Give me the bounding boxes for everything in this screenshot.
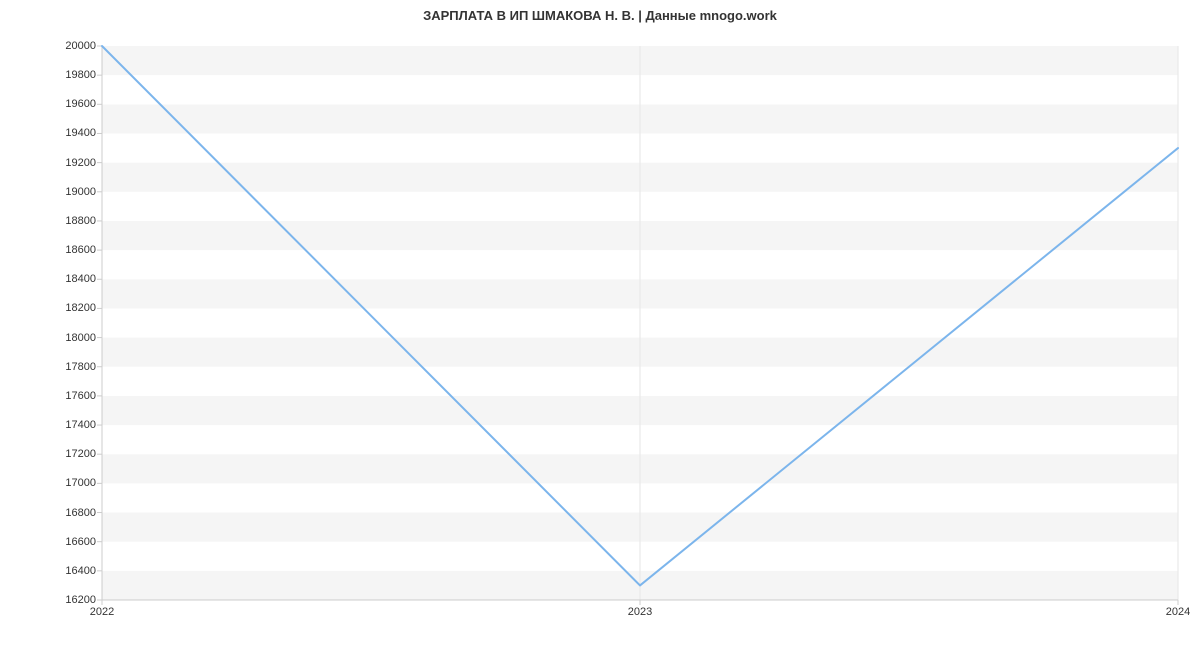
- y-tick-label: 19200: [65, 157, 102, 169]
- x-tick-label: 2022: [90, 600, 114, 618]
- y-tick-label: 16600: [65, 536, 102, 548]
- y-tick-label: 17000: [65, 477, 102, 489]
- chart-title: ЗАРПЛАТА В ИП ШМАКОВА Н. В. | Данные mno…: [0, 8, 1200, 23]
- salary-line-chart: ЗАРПЛАТА В ИП ШМАКОВА Н. В. | Данные mno…: [0, 0, 1200, 650]
- y-tick-label: 18000: [65, 332, 102, 344]
- y-tick-label: 18600: [65, 244, 102, 256]
- y-tick-label: 18400: [65, 273, 102, 285]
- y-tick-label: 16400: [65, 565, 102, 577]
- y-tick-label: 16800: [65, 507, 102, 519]
- y-tick-label: 19800: [65, 69, 102, 81]
- y-tick-label: 18200: [65, 302, 102, 314]
- plot-area: 1620016400166001680017000172001740017600…: [102, 46, 1178, 600]
- x-tick-label: 2023: [628, 600, 652, 618]
- y-tick-label: 20000: [65, 40, 102, 52]
- y-tick-label: 17200: [65, 448, 102, 460]
- y-tick-label: 18800: [65, 215, 102, 227]
- x-tick-label: 2024: [1166, 600, 1190, 618]
- y-tick-label: 19600: [65, 98, 102, 110]
- y-tick-label: 19400: [65, 127, 102, 139]
- series-line-salary: [102, 46, 1178, 585]
- y-tick-label: 17400: [65, 419, 102, 431]
- y-tick-label: 17800: [65, 361, 102, 373]
- y-tick-label: 17600: [65, 390, 102, 402]
- y-tick-label: 19000: [65, 186, 102, 198]
- chart-series: [102, 46, 1178, 600]
